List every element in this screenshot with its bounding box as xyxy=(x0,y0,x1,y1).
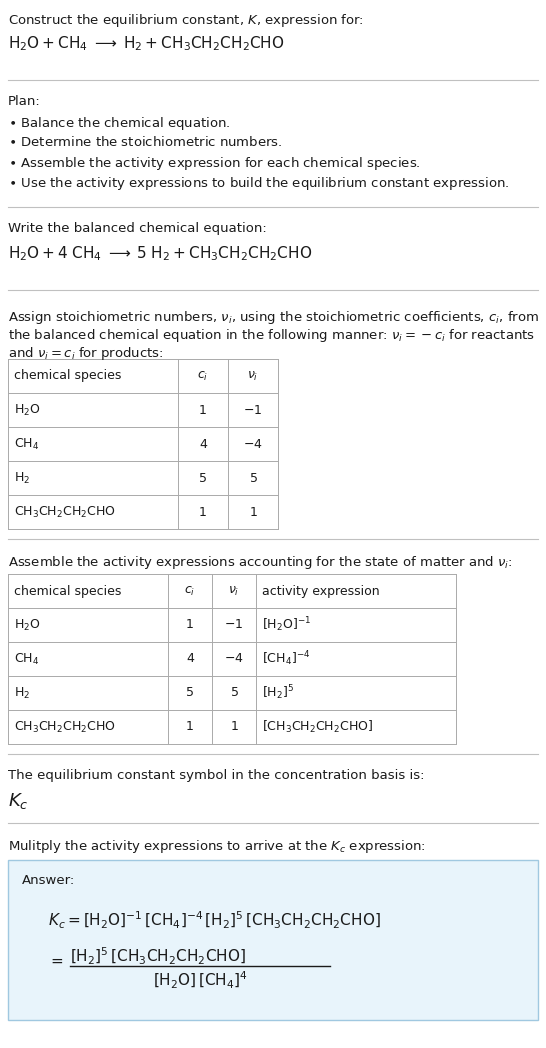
Text: $[\mathrm{H_2O}]\,[\mathrm{CH_4}]^{4}$: $[\mathrm{H_2O}]\,[\mathrm{CH_4}]^{4}$ xyxy=(152,970,247,991)
Text: Mulitply the activity expressions to arrive at the $K_c$ expression:: Mulitply the activity expressions to arr… xyxy=(8,838,426,855)
Text: 1: 1 xyxy=(199,403,207,416)
Text: Assemble the activity expressions accounting for the state of matter and $\nu_i$: Assemble the activity expressions accoun… xyxy=(8,554,513,571)
Text: $[\mathrm{CH_4}]^{-4}$: $[\mathrm{CH_4}]^{-4}$ xyxy=(262,650,310,669)
Text: Assign stoichiometric numbers, $\nu_i$, using the stoichiometric coefficients, $: Assign stoichiometric numbers, $\nu_i$, … xyxy=(8,309,539,326)
Text: $[\mathrm{H_2O}]^{-1}$: $[\mathrm{H_2O}]^{-1}$ xyxy=(262,615,311,634)
Text: $-4$: $-4$ xyxy=(224,653,244,665)
Text: $K_c = [\mathrm{H_2O}]^{-1}\,[\mathrm{CH_4}]^{-4}\,[\mathrm{H_2}]^{5}\,[\mathrm{: $K_c = [\mathrm{H_2O}]^{-1}\,[\mathrm{CH… xyxy=(48,910,381,931)
Text: $-1$: $-1$ xyxy=(244,403,263,416)
Text: $\mathrm{H_2O + 4\;CH_4 \;\longrightarrow\; 5\;H_2 + CH_3CH_2CH_2CHO}$: $\mathrm{H_2O + 4\;CH_4 \;\longrightarro… xyxy=(8,244,312,263)
Text: the balanced chemical equation in the following manner: $\nu_i = -c_i$ for react: the balanced chemical equation in the fo… xyxy=(8,327,535,344)
Text: $[\mathrm{H_2}]^{5}$: $[\mathrm{H_2}]^{5}$ xyxy=(262,683,294,702)
Text: 1: 1 xyxy=(186,721,194,734)
Text: $-1$: $-1$ xyxy=(224,618,244,632)
Text: $\mathrm{H_2O}$: $\mathrm{H_2O}$ xyxy=(14,617,40,633)
Text: $K_c$: $K_c$ xyxy=(8,791,28,811)
Text: $\mathrm{H_2}$: $\mathrm{H_2}$ xyxy=(14,685,30,700)
Text: $\mathrm{H_2O}$: $\mathrm{H_2O}$ xyxy=(14,402,40,417)
Text: $\mathrm{CH_4}$: $\mathrm{CH_4}$ xyxy=(14,652,39,667)
Text: $\bullet$ Balance the chemical equation.: $\bullet$ Balance the chemical equation. xyxy=(8,115,230,132)
Text: $\bullet$ Assemble the activity expression for each chemical species.: $\bullet$ Assemble the activity expressi… xyxy=(8,155,420,172)
Text: $5$: $5$ xyxy=(229,686,239,699)
Text: $\mathrm{CH_4}$: $\mathrm{CH_4}$ xyxy=(14,436,39,452)
Text: Plan:: Plan: xyxy=(8,95,41,108)
Text: $\bullet$ Determine the stoichiometric numbers.: $\bullet$ Determine the stoichiometric n… xyxy=(8,135,283,149)
FancyBboxPatch shape xyxy=(8,860,538,1020)
Text: Construct the equilibrium constant, $K$, expression for:: Construct the equilibrium constant, $K$,… xyxy=(8,12,364,29)
Text: and $\nu_i = c_i$ for products:: and $\nu_i = c_i$ for products: xyxy=(8,345,164,362)
Text: $\nu_i$: $\nu_i$ xyxy=(247,370,259,383)
Text: $\nu_i$: $\nu_i$ xyxy=(228,585,240,597)
Text: $\mathrm{CH_3CH_2CH_2CHO}$: $\mathrm{CH_3CH_2CH_2CHO}$ xyxy=(14,504,116,520)
Text: $=$: $=$ xyxy=(48,953,64,967)
Text: 4: 4 xyxy=(199,437,207,451)
Text: $-4$: $-4$ xyxy=(243,437,263,451)
Text: $5$: $5$ xyxy=(248,472,257,484)
Text: chemical species: chemical species xyxy=(14,370,121,383)
Text: 1: 1 xyxy=(199,505,207,519)
Text: Write the balanced chemical equation:: Write the balanced chemical equation: xyxy=(8,222,267,235)
Text: $1$: $1$ xyxy=(248,505,257,519)
Text: $[\mathrm{CH_3CH_2CH_2CHO}]$: $[\mathrm{CH_3CH_2CH_2CHO}]$ xyxy=(262,719,373,735)
Text: 1: 1 xyxy=(186,618,194,632)
Text: activity expression: activity expression xyxy=(262,585,379,597)
Text: 5: 5 xyxy=(186,686,194,699)
Text: chemical species: chemical species xyxy=(14,585,121,597)
Text: $1$: $1$ xyxy=(230,721,239,734)
Text: The equilibrium constant symbol in the concentration basis is:: The equilibrium constant symbol in the c… xyxy=(8,769,424,782)
Text: 5: 5 xyxy=(199,472,207,484)
Text: 4: 4 xyxy=(186,653,194,665)
Text: $\bullet$ Use the activity expressions to build the equilibrium constant express: $\bullet$ Use the activity expressions t… xyxy=(8,175,509,192)
Text: $\mathrm{H_2}$: $\mathrm{H_2}$ xyxy=(14,471,30,485)
Text: Answer:: Answer: xyxy=(22,874,75,887)
Text: $\mathrm{H_2O + CH_4 \;\longrightarrow\; H_2 + CH_3CH_2CH_2CHO}$: $\mathrm{H_2O + CH_4 \;\longrightarrow\;… xyxy=(8,34,284,52)
Text: $[\mathrm{H_2}]^{5}\,[\mathrm{CH_3CH_2CH_2CHO}]$: $[\mathrm{H_2}]^{5}\,[\mathrm{CH_3CH_2CH… xyxy=(70,946,246,967)
Text: $c_i$: $c_i$ xyxy=(185,585,195,597)
Text: $\mathrm{CH_3CH_2CH_2CHO}$: $\mathrm{CH_3CH_2CH_2CHO}$ xyxy=(14,719,116,735)
Text: $c_i$: $c_i$ xyxy=(197,370,209,383)
